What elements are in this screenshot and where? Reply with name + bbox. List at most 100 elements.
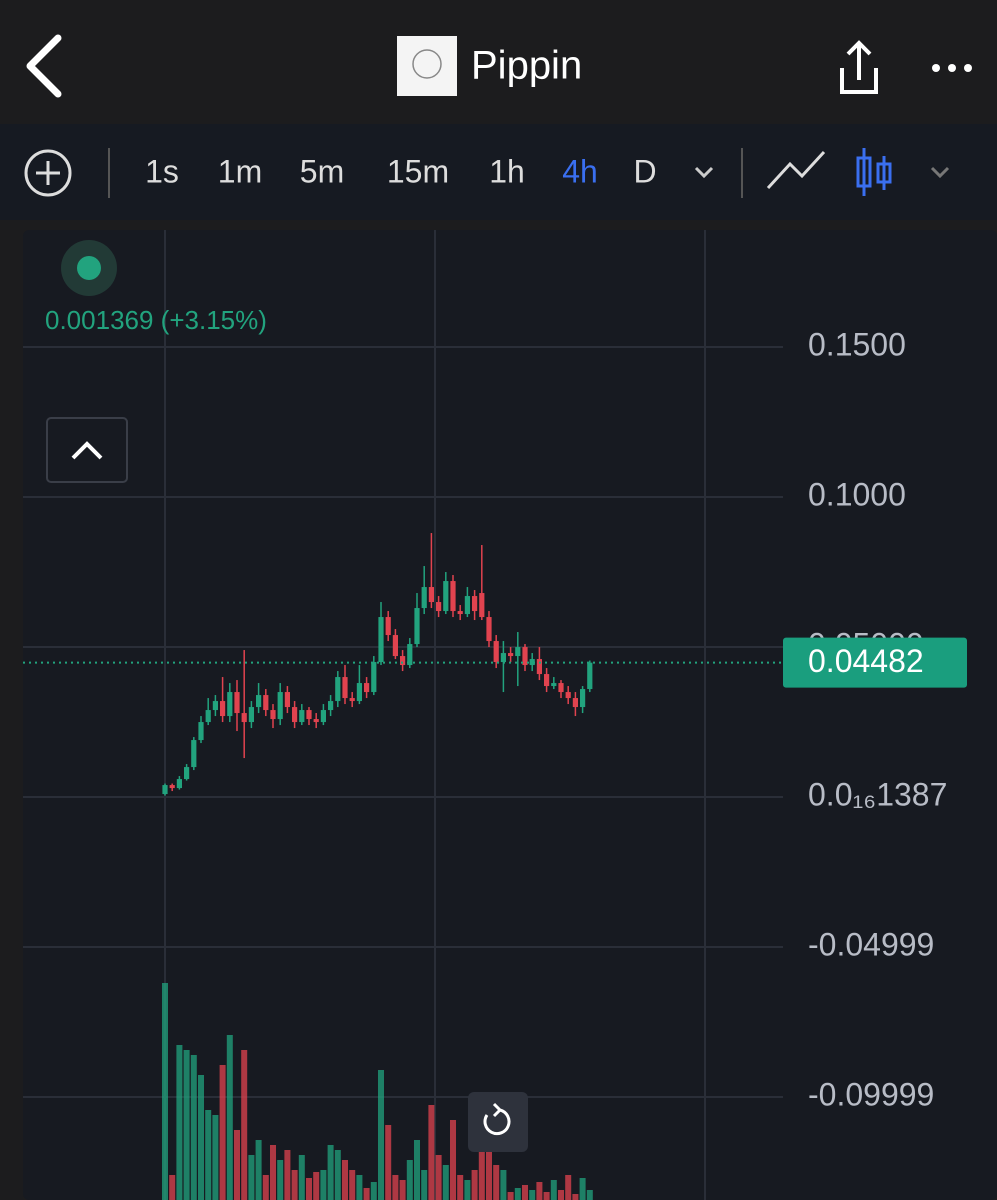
candle-body xyxy=(342,677,348,699)
interval-option[interactable]: 4h xyxy=(562,153,598,189)
volume-bar xyxy=(277,1160,284,1200)
y-tick-label: -0.09999 xyxy=(808,1077,934,1113)
volume-bar xyxy=(471,1170,478,1200)
volume-bar xyxy=(421,1170,428,1200)
reset-icon xyxy=(483,1102,511,1136)
last-price-label: 0.04482 xyxy=(808,643,924,679)
volume-bar xyxy=(543,1192,550,1200)
volume-bar xyxy=(363,1188,370,1200)
volume-bar xyxy=(406,1160,413,1200)
candle-body xyxy=(414,608,420,645)
status-dot xyxy=(77,256,101,280)
volume-bar xyxy=(399,1180,406,1200)
share-button[interactable] xyxy=(840,40,878,94)
candle-body xyxy=(270,710,276,720)
volume-bar xyxy=(507,1192,514,1200)
volume-bar xyxy=(435,1155,442,1200)
last-price-box xyxy=(783,637,967,688)
candle-body xyxy=(364,683,370,693)
candle-body xyxy=(313,719,319,723)
volume-bar xyxy=(457,1175,464,1200)
volume-bar xyxy=(190,1055,197,1200)
candle-body xyxy=(544,674,550,687)
volume-bar xyxy=(270,1145,276,1200)
interval-option[interactable]: 5m xyxy=(300,153,344,189)
candle-body xyxy=(385,617,391,636)
collapse-button[interactable] xyxy=(46,417,128,483)
collapse-icon xyxy=(71,441,103,460)
candle-body xyxy=(500,653,506,663)
candle-body xyxy=(400,656,406,666)
candle-body xyxy=(256,695,262,708)
candle-body xyxy=(227,692,233,717)
volume-bar xyxy=(428,1105,435,1200)
interval-option[interactable]: 15m xyxy=(387,153,449,189)
volume-bar xyxy=(550,1180,557,1200)
add-indicator-button[interactable] xyxy=(24,149,72,197)
interval-dropdown[interactable] xyxy=(694,166,714,179)
volume-bar xyxy=(529,1190,536,1200)
volume-bar xyxy=(378,1070,384,1200)
y-tick-label: 0.1000 xyxy=(808,476,906,512)
candle-body xyxy=(292,707,298,723)
candle-body xyxy=(277,692,283,720)
interval-option[interactable]: 1h xyxy=(489,153,525,189)
candle-body xyxy=(407,644,413,666)
candle-body xyxy=(176,779,182,789)
candle-body xyxy=(464,596,470,615)
volume-bar xyxy=(450,1120,456,1200)
candle-body xyxy=(392,635,398,657)
interval-option[interactable]: 1s xyxy=(145,153,179,189)
line-chart-button[interactable] xyxy=(766,150,826,190)
volume-bar xyxy=(356,1175,363,1200)
volume-bar xyxy=(442,1165,449,1200)
y-tick-label: 0.0₁₆1387 xyxy=(808,777,947,813)
volume-bar xyxy=(565,1175,572,1200)
volume-bar xyxy=(226,1035,233,1200)
volume-bar xyxy=(392,1175,399,1200)
volume-bar xyxy=(579,1178,586,1200)
volume-bar xyxy=(169,1175,176,1200)
logo-figure xyxy=(412,49,442,79)
chart-type-dropdown[interactable] xyxy=(930,166,950,179)
candle-body xyxy=(248,707,254,723)
volume-bar xyxy=(291,1170,298,1200)
toolbar-bg xyxy=(0,124,997,220)
volume-bar xyxy=(212,1115,219,1200)
volume-bar xyxy=(514,1188,521,1200)
volume-bar xyxy=(385,1125,392,1200)
candle-body xyxy=(378,617,384,663)
volume-bar xyxy=(284,1150,291,1200)
candle-body xyxy=(162,785,168,795)
candle-body xyxy=(371,662,377,693)
candle-body xyxy=(536,659,542,675)
interval-option[interactable]: 1m xyxy=(218,153,262,189)
volume-bar xyxy=(176,1045,183,1200)
candle-body xyxy=(558,683,564,693)
volume-bar xyxy=(414,1140,420,1200)
header-bg xyxy=(0,0,997,124)
reset-button[interactable] xyxy=(468,1092,528,1152)
volume-bar xyxy=(334,1150,341,1200)
candle-body xyxy=(184,767,190,780)
volume-bar xyxy=(572,1194,579,1200)
candle-body xyxy=(529,659,535,666)
y-tick-label: 0.1500 xyxy=(808,326,906,362)
volume-bar xyxy=(162,983,168,1200)
candle-body xyxy=(472,596,478,612)
candle-chart-button[interactable] xyxy=(856,148,892,196)
volume-bar xyxy=(370,1182,377,1200)
candle-body xyxy=(508,653,514,657)
candle-body xyxy=(284,692,290,708)
back-button[interactable] xyxy=(26,34,62,98)
interval-option[interactable]: D xyxy=(633,153,656,189)
candle-body xyxy=(515,647,521,657)
volume-bar xyxy=(183,1050,190,1200)
volume-bar xyxy=(478,1150,485,1200)
more-button[interactable] xyxy=(932,64,972,72)
candle-body xyxy=(349,698,355,702)
volume-bar xyxy=(500,1170,507,1200)
volume-bar xyxy=(327,1145,334,1200)
